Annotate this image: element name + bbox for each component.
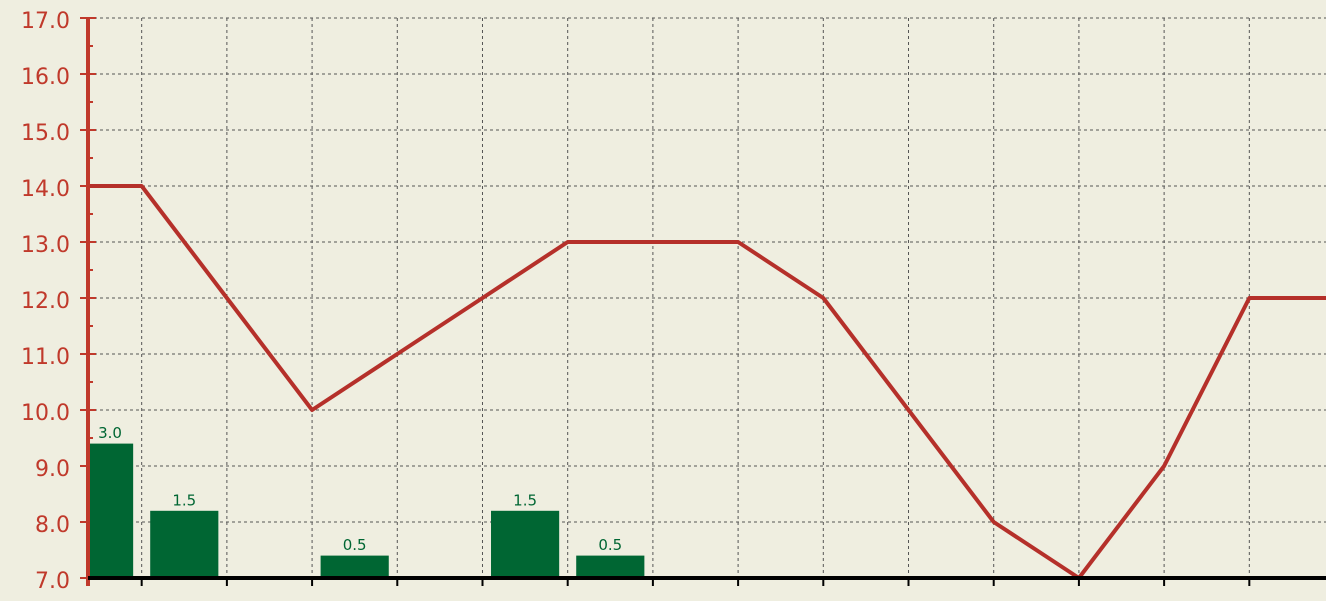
y-tick-label: 16.0 [21, 65, 70, 90]
y-tick-label: 10.0 [21, 401, 70, 426]
bar-label: 1.5 [513, 491, 537, 509]
y-tick-label: 11.0 [21, 345, 70, 370]
bar-label: 0.5 [343, 536, 367, 554]
y-tick-label: 13.0 [21, 233, 70, 258]
bar [88, 443, 134, 578]
bar-label: 3.0 [98, 424, 122, 442]
y-tick-label: 15.0 [21, 121, 70, 146]
y-tick-label: 7.0 [35, 569, 70, 594]
y-tick-label: 8.0 [35, 513, 70, 538]
bar-label: 1.5 [172, 491, 196, 509]
y-tick-label: 9.0 [35, 457, 70, 482]
bar [576, 555, 645, 578]
bar [320, 555, 389, 578]
plot-area [88, 184, 1326, 580]
y-tick-label: 17.0 [21, 9, 70, 34]
y-tick-label: 14.0 [21, 177, 70, 202]
bar [150, 510, 219, 578]
bar-label: 0.5 [598, 536, 622, 554]
line [88, 184, 1326, 580]
bar [491, 510, 560, 578]
y-tick-label: 12.0 [21, 289, 70, 314]
